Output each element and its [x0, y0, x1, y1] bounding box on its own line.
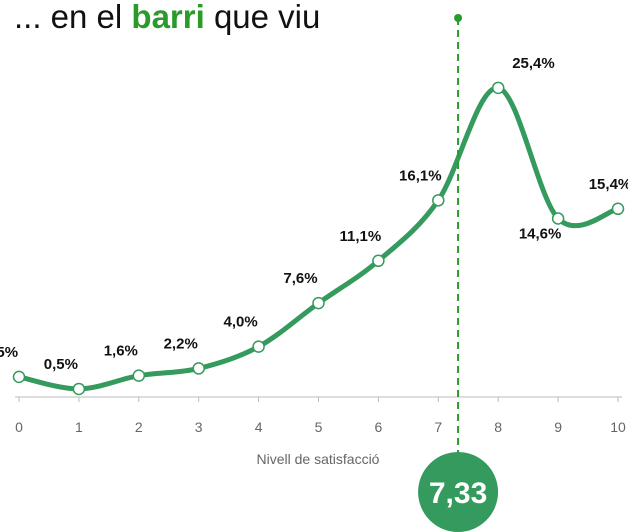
point	[372, 254, 385, 268]
point	[252, 340, 265, 353]
mean-badge	[418, 452, 499, 532]
x-axis-label: Nivell de satisfacció	[257, 451, 380, 467]
x-tick-label: 4	[255, 419, 263, 435]
point	[312, 296, 325, 310]
data-label: 2,2%	[164, 335, 198, 352]
title-highlight: barri	[131, 0, 204, 35]
x-tick-label: 9	[554, 419, 562, 435]
x-tick-label: 2	[135, 419, 143, 435]
data-label: 14,6%	[519, 225, 562, 242]
point	[491, 81, 505, 95]
point	[12, 370, 26, 384]
data-label: 15,4%	[589, 176, 628, 193]
data-label: 7,6%	[283, 270, 317, 287]
data-label: 16,1%	[399, 167, 442, 184]
x-tick-label: 6	[375, 419, 383, 435]
title-part: ... en el	[14, 0, 131, 35]
mean-label: 7,33	[429, 477, 487, 510]
point	[72, 382, 86, 396]
x-tick-label: 0	[15, 419, 23, 435]
data-label: 1,5%	[0, 344, 18, 361]
data-label: 1,6%	[104, 343, 138, 360]
x-tick-label: 1	[75, 419, 83, 435]
chart-title: ... en el barri que viu	[14, 0, 320, 35]
point	[132, 369, 146, 382]
title-part: que viu	[205, 0, 321, 35]
data-label: 0,5%	[44, 356, 78, 373]
x-tick-label: 5	[315, 419, 323, 435]
x-tick-label: 10	[610, 419, 626, 435]
point	[432, 194, 445, 207]
data-label: 4,0%	[223, 314, 257, 331]
point	[611, 202, 625, 216]
point	[551, 212, 565, 225]
x-tick-label: 3	[195, 419, 203, 435]
mean-dot	[454, 14, 463, 22]
data-label: 25,4%	[512, 55, 555, 72]
x-tick-label: 8	[494, 419, 502, 435]
data-label: 11,1%	[340, 228, 382, 245]
x-tick-label: 7	[434, 419, 442, 435]
point	[192, 362, 205, 375]
